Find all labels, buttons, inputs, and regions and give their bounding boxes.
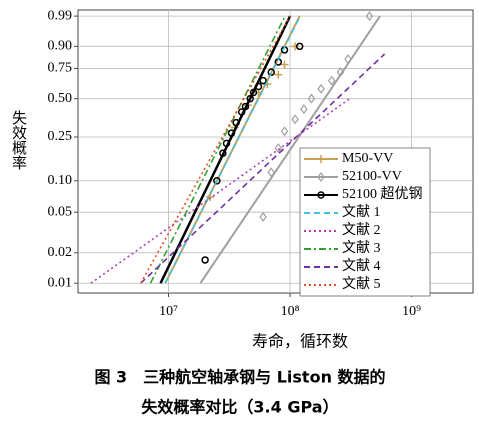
point xyxy=(237,108,246,116)
point xyxy=(291,114,299,125)
point xyxy=(291,42,300,51)
legend-label: 52100 超优钢 xyxy=(342,186,423,202)
point xyxy=(336,67,345,78)
y-tick-label: 0.05 xyxy=(48,204,73,219)
point xyxy=(280,126,289,137)
legend-label: 文献 3 xyxy=(342,240,381,256)
point xyxy=(222,139,231,148)
y-tick-label: 0.50 xyxy=(48,91,73,106)
legend-label: 文献 4 xyxy=(342,258,381,274)
y-tick-label: 0.10 xyxy=(48,173,73,188)
point xyxy=(259,76,267,85)
legend-label: 文献 1 xyxy=(342,204,381,220)
y-tick-label: 0.25 xyxy=(48,129,73,144)
point xyxy=(274,70,283,79)
reference-line xyxy=(140,53,386,284)
point xyxy=(307,93,316,104)
legend-marker xyxy=(317,191,325,199)
point xyxy=(263,80,272,89)
x-axis-title: 寿命，循环数 xyxy=(252,333,348,351)
caption: 图 3 三种航空轴承钢与 Liston 数据的 xyxy=(94,368,385,387)
x-tick-label: 10⁹ xyxy=(402,304,421,319)
point xyxy=(295,42,304,51)
y-axis-title: 失效概率 xyxy=(10,110,27,170)
point xyxy=(241,102,250,111)
legend-label: 文献 2 xyxy=(342,222,381,238)
point xyxy=(246,94,254,103)
point xyxy=(254,82,263,91)
y-tick-label: 0.02 xyxy=(48,245,73,260)
legend-label: 文献 5 xyxy=(342,276,381,292)
point xyxy=(249,88,258,97)
legend-box xyxy=(299,147,431,297)
point xyxy=(206,193,215,202)
point xyxy=(267,68,275,76)
x-tick-label: 10⁷ xyxy=(159,304,178,319)
point xyxy=(227,129,236,137)
legend-label: 52100-VV xyxy=(342,169,402,184)
y-tick-label: 0.90 xyxy=(48,39,73,54)
point xyxy=(365,11,374,22)
x-tick-label: 10⁸ xyxy=(281,304,300,319)
point xyxy=(267,167,275,178)
point xyxy=(327,75,336,86)
point xyxy=(219,149,227,157)
point xyxy=(201,256,209,264)
fit-line xyxy=(159,15,292,284)
legend-label: M50-VV xyxy=(342,151,393,166)
point xyxy=(317,83,325,94)
point xyxy=(213,177,221,185)
reference-line xyxy=(139,15,291,284)
legend-marker xyxy=(317,155,325,163)
plot: 0.99 0.90 0.75 0.50 0.25 0.10 0.05 0.02 0.01 10⁷ 1… xyxy=(48,8,473,319)
caption: 失效概率对比（3.4 GPa） xyxy=(141,398,338,417)
point xyxy=(300,104,308,115)
y-tick-label: 0.99 xyxy=(48,8,73,23)
point xyxy=(344,54,352,65)
legend-marker xyxy=(317,172,325,182)
y-tick-label: 0.01 xyxy=(48,275,73,290)
point xyxy=(232,118,240,127)
point xyxy=(280,60,289,69)
point xyxy=(274,143,283,154)
point xyxy=(259,211,267,222)
reference-line xyxy=(149,15,286,284)
y-tick-label: 0.75 xyxy=(48,61,73,76)
